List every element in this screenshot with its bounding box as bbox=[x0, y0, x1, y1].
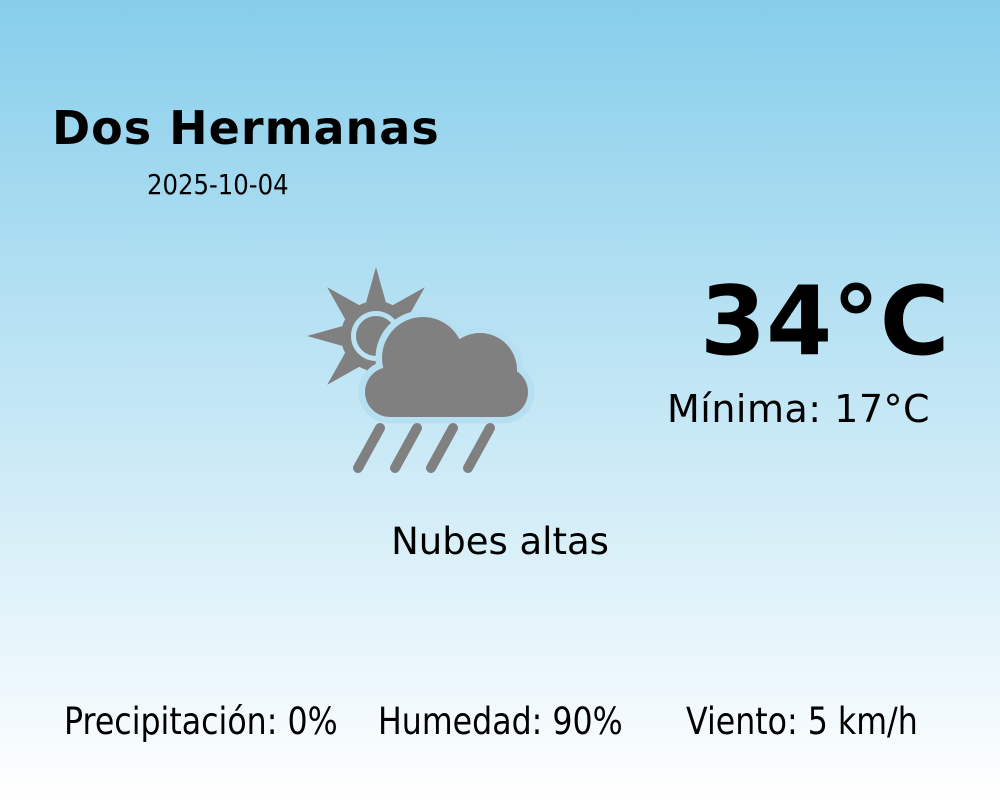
temperature-value: 34°C bbox=[700, 267, 950, 377]
min-temperature: Mínima: 17°C bbox=[667, 387, 931, 431]
wind-stat: Viento: 5 km/h bbox=[686, 700, 918, 743]
rain-icon-part bbox=[353, 423, 495, 473]
sun-behind-rain-cloud-icon bbox=[307, 267, 535, 473]
condition-text: Nubes altas bbox=[391, 520, 609, 563]
precipitation-stat: Precipitación: 0% bbox=[64, 700, 338, 743]
cloud-icon-part bbox=[365, 317, 528, 417]
date-label: 2025-10-04 bbox=[147, 168, 289, 201]
location-title: Dos Hermanas bbox=[52, 101, 440, 155]
humidity-stat: Humedad: 90% bbox=[378, 700, 623, 743]
